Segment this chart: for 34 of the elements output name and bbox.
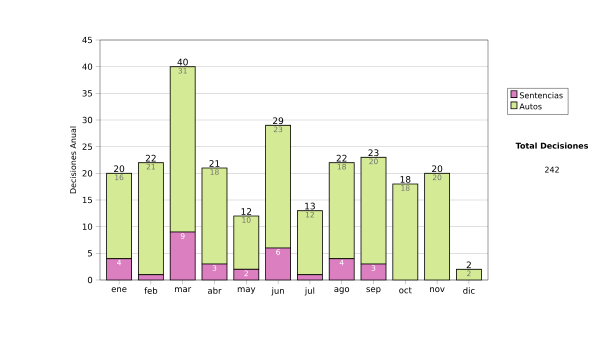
total-label: 13 (305, 202, 315, 210)
x-tick-label: dic (463, 287, 475, 294)
total-label: 40 (177, 58, 188, 66)
x-tick-label: oct (399, 287, 412, 294)
x-tick-label: ene (112, 287, 127, 292)
x-tick-label: may (238, 287, 256, 294)
x-tick-label: jun (271, 287, 284, 296)
y-tick-label: 40 (82, 63, 92, 70)
y-tick-label: 15 (82, 196, 92, 204)
y-tick-label: 30 (82, 116, 92, 124)
total-label: 2 (466, 261, 471, 268)
y-tick-label: 5 (88, 250, 92, 256)
total-label: 20 (114, 165, 124, 172)
y-tick-label: 0 (88, 276, 92, 284)
total-label: 23 (368, 149, 378, 156)
x-tick-label: ago (334, 287, 350, 294)
x-tick-label: feb (144, 287, 158, 294)
x-tick-label: mar (174, 287, 192, 292)
x-tick-label: abr (208, 287, 222, 294)
total-label: 22 (336, 154, 347, 162)
x-tick-label: nov (430, 287, 445, 292)
total-label: 29 (273, 117, 284, 124)
x-tick-label: sep (366, 287, 381, 294)
y-tick-label: 25 (82, 143, 92, 150)
total-label: 21 (209, 160, 220, 167)
total-label: 22 (146, 154, 156, 162)
x-tick-label: jul (304, 287, 314, 296)
y-tick-label: 20 (82, 170, 92, 177)
y-tick-label: 10 (82, 223, 92, 230)
total-label: 12 (242, 208, 252, 215)
y-tick-label: 35 (82, 90, 92, 97)
y-tick-label: 45 (82, 36, 92, 44)
total-label: 20 (432, 165, 442, 172)
total-label: 18 (400, 176, 410, 183)
